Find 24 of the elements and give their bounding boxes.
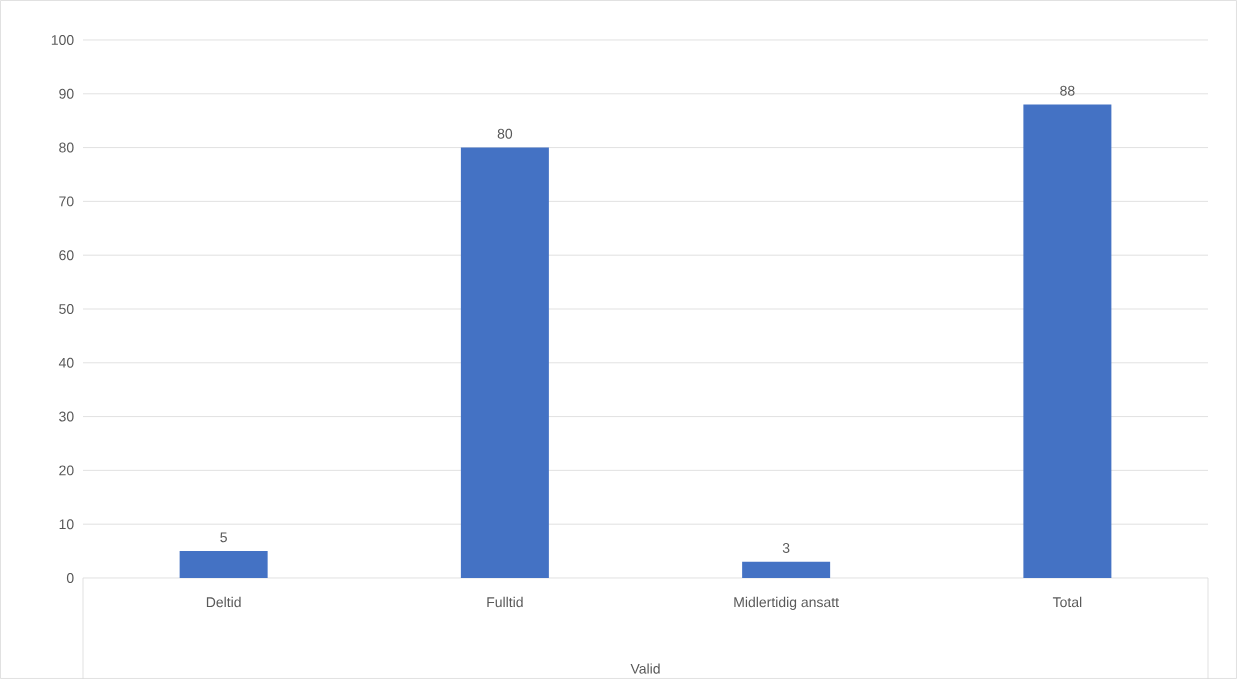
x-tick-label: Total: [1052, 596, 1082, 608]
x-tick-label: Deltid: [206, 596, 241, 608]
data-label: 80: [497, 128, 513, 139]
data-label: 88: [1060, 85, 1075, 96]
y-tick-label: 50: [59, 304, 74, 314]
y-tick-label: 70: [59, 196, 74, 207]
y-tick-label: 100: [51, 35, 74, 45]
y-tick-label: 90: [59, 88, 74, 99]
x-axis-title: Valid: [630, 663, 660, 674]
bar: [1023, 104, 1112, 578]
data-label: 5: [220, 532, 227, 543]
bar: [742, 561, 831, 578]
bar: [460, 147, 549, 578]
y-tick-label: 40: [58, 357, 74, 368]
y-tick-label: 30: [59, 411, 74, 422]
y-tick-label: 60: [59, 250, 74, 261]
y-tick-label: 10: [59, 519, 74, 530]
x-tick-label: Fulltid: [487, 596, 523, 608]
data-label: 3: [782, 543, 790, 553]
bar: [179, 551, 268, 578]
y-tick-label: 0: [66, 573, 74, 583]
y-tick-label: 20: [59, 465, 74, 476]
x-tick-label: Midlertidig ansatt: [734, 596, 839, 610]
y-tick-label: 80: [59, 142, 74, 153]
